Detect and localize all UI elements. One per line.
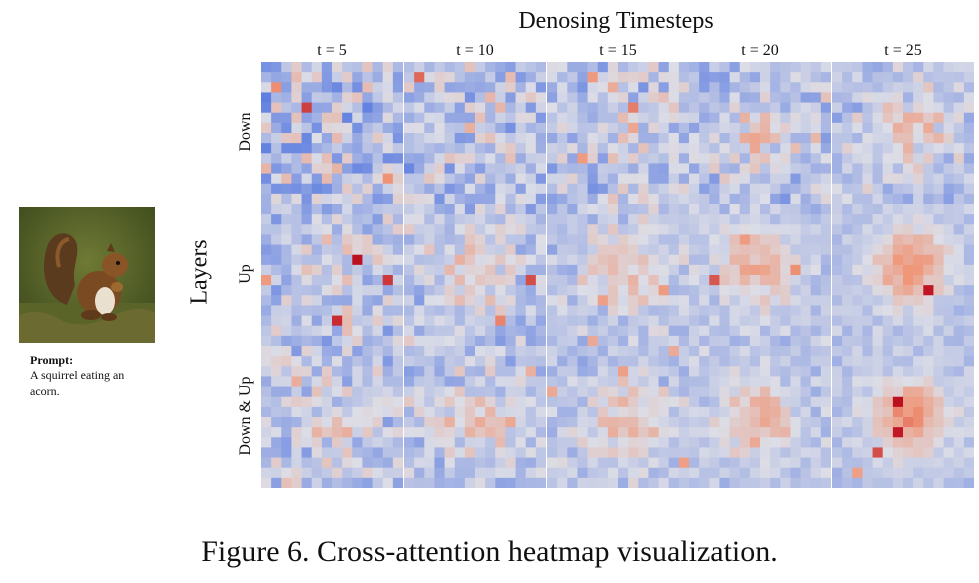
row-label-down: Down bbox=[237, 112, 254, 152]
column-title-t20: t = 20 bbox=[741, 42, 779, 59]
heatmap-down-t25 bbox=[832, 62, 974, 204]
column-title-t10: t = 10 bbox=[456, 42, 494, 59]
prompt-label: Prompt: bbox=[30, 353, 74, 367]
row-label-down-up: Down & Up bbox=[237, 376, 254, 456]
column-title-t15: t = 15 bbox=[599, 42, 637, 59]
row-label-up: Up bbox=[237, 264, 254, 284]
column-title-t5: t = 5 bbox=[317, 42, 347, 59]
heatmap-down-t15 bbox=[547, 62, 689, 204]
heatmap-down-up-t15 bbox=[547, 346, 689, 488]
heatmap-up-t20 bbox=[689, 204, 831, 346]
heatmap-down-up-t5 bbox=[261, 346, 403, 488]
figure-caption: Figure 6. Cross-attention heatmap visual… bbox=[201, 535, 778, 568]
heatmap-up-t15 bbox=[547, 204, 689, 346]
prompt-text: A squirrel eating an acorn. bbox=[30, 368, 125, 398]
heatmap-down-t10 bbox=[404, 62, 546, 204]
heatmap-down-t5 bbox=[261, 62, 403, 204]
column-title-t25: t = 25 bbox=[884, 42, 922, 59]
heatmap-down-t20 bbox=[689, 62, 831, 204]
layers-axis-title: Layers bbox=[186, 239, 213, 305]
heatmap-up-t10 bbox=[404, 204, 546, 346]
heatmap-down-up-t25 bbox=[832, 346, 974, 488]
heatmap-down-up-t20 bbox=[689, 346, 831, 488]
heatmap-up-t25 bbox=[832, 204, 974, 346]
input-image-squirrel bbox=[19, 207, 155, 343]
heatmap-up-t5 bbox=[261, 204, 403, 346]
timesteps-axis-title: Denosing Timesteps bbox=[518, 8, 714, 34]
heatmap-down-up-t10 bbox=[404, 346, 546, 488]
